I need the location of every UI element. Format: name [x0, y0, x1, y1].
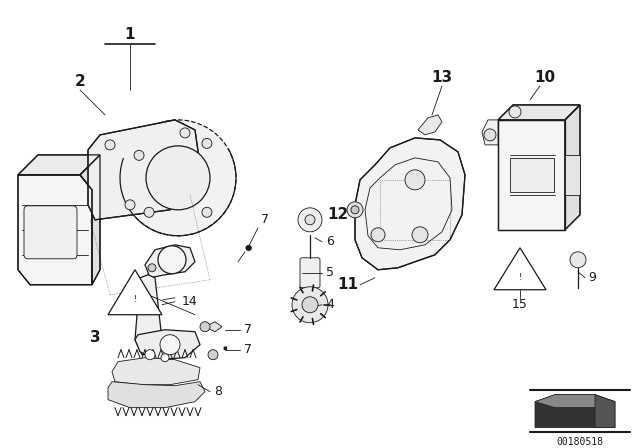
Circle shape: [202, 207, 212, 217]
Circle shape: [148, 264, 156, 272]
Polygon shape: [498, 120, 565, 230]
Circle shape: [158, 246, 186, 274]
Polygon shape: [80, 155, 100, 285]
Circle shape: [105, 140, 115, 150]
Polygon shape: [205, 322, 222, 332]
Polygon shape: [112, 358, 200, 385]
Text: 7: 7: [244, 323, 252, 336]
Text: 7: 7: [261, 213, 269, 226]
Polygon shape: [18, 155, 100, 175]
Circle shape: [146, 146, 210, 210]
Polygon shape: [135, 330, 200, 360]
Polygon shape: [494, 248, 546, 290]
Text: 00180518: 00180518: [557, 437, 604, 447]
Text: 6: 6: [326, 235, 334, 248]
Text: 14: 14: [182, 295, 198, 308]
Polygon shape: [595, 395, 615, 428]
Circle shape: [161, 354, 169, 362]
Polygon shape: [482, 120, 498, 145]
Polygon shape: [498, 105, 580, 120]
Text: ▪: ▪: [223, 345, 227, 351]
Circle shape: [484, 129, 496, 141]
Polygon shape: [18, 175, 92, 285]
Circle shape: [125, 200, 135, 210]
Polygon shape: [88, 120, 200, 220]
Circle shape: [34, 244, 46, 256]
Polygon shape: [535, 395, 615, 428]
Circle shape: [509, 106, 521, 118]
Text: !: !: [133, 295, 136, 304]
Polygon shape: [565, 155, 580, 195]
Text: 9: 9: [588, 271, 596, 284]
Circle shape: [351, 206, 359, 214]
Text: 10: 10: [534, 70, 556, 86]
Circle shape: [145, 350, 155, 360]
Circle shape: [405, 170, 425, 190]
Bar: [510, 158, 554, 192]
Circle shape: [302, 297, 318, 313]
Circle shape: [371, 228, 385, 242]
Text: 3: 3: [90, 330, 100, 345]
Circle shape: [298, 208, 322, 232]
Polygon shape: [535, 395, 615, 408]
Polygon shape: [565, 105, 580, 230]
Text: 12: 12: [328, 207, 349, 222]
Text: 2: 2: [75, 74, 85, 90]
Circle shape: [160, 335, 180, 355]
Circle shape: [202, 138, 212, 148]
Text: 5: 5: [326, 266, 334, 279]
FancyBboxPatch shape: [24, 206, 77, 259]
Text: 4: 4: [326, 298, 334, 311]
Circle shape: [292, 287, 328, 323]
Text: ●: ●: [244, 243, 252, 252]
Circle shape: [120, 120, 236, 236]
Circle shape: [180, 128, 190, 138]
Polygon shape: [355, 138, 465, 270]
Polygon shape: [418, 115, 442, 135]
Text: 8: 8: [214, 385, 222, 398]
Text: 13: 13: [431, 70, 452, 86]
Circle shape: [347, 202, 363, 218]
Text: 7: 7: [244, 343, 252, 356]
Text: 1: 1: [125, 27, 135, 43]
Text: 15: 15: [512, 298, 528, 311]
Circle shape: [570, 252, 586, 268]
Polygon shape: [108, 270, 162, 315]
Polygon shape: [108, 382, 205, 408]
Circle shape: [305, 215, 315, 225]
Circle shape: [208, 350, 218, 360]
Circle shape: [134, 151, 144, 160]
Polygon shape: [145, 245, 195, 278]
Text: !: !: [518, 273, 522, 282]
FancyBboxPatch shape: [300, 258, 320, 288]
Circle shape: [144, 207, 154, 217]
Text: 11: 11: [337, 277, 358, 292]
Circle shape: [412, 227, 428, 243]
Polygon shape: [135, 275, 162, 355]
Circle shape: [200, 322, 210, 332]
